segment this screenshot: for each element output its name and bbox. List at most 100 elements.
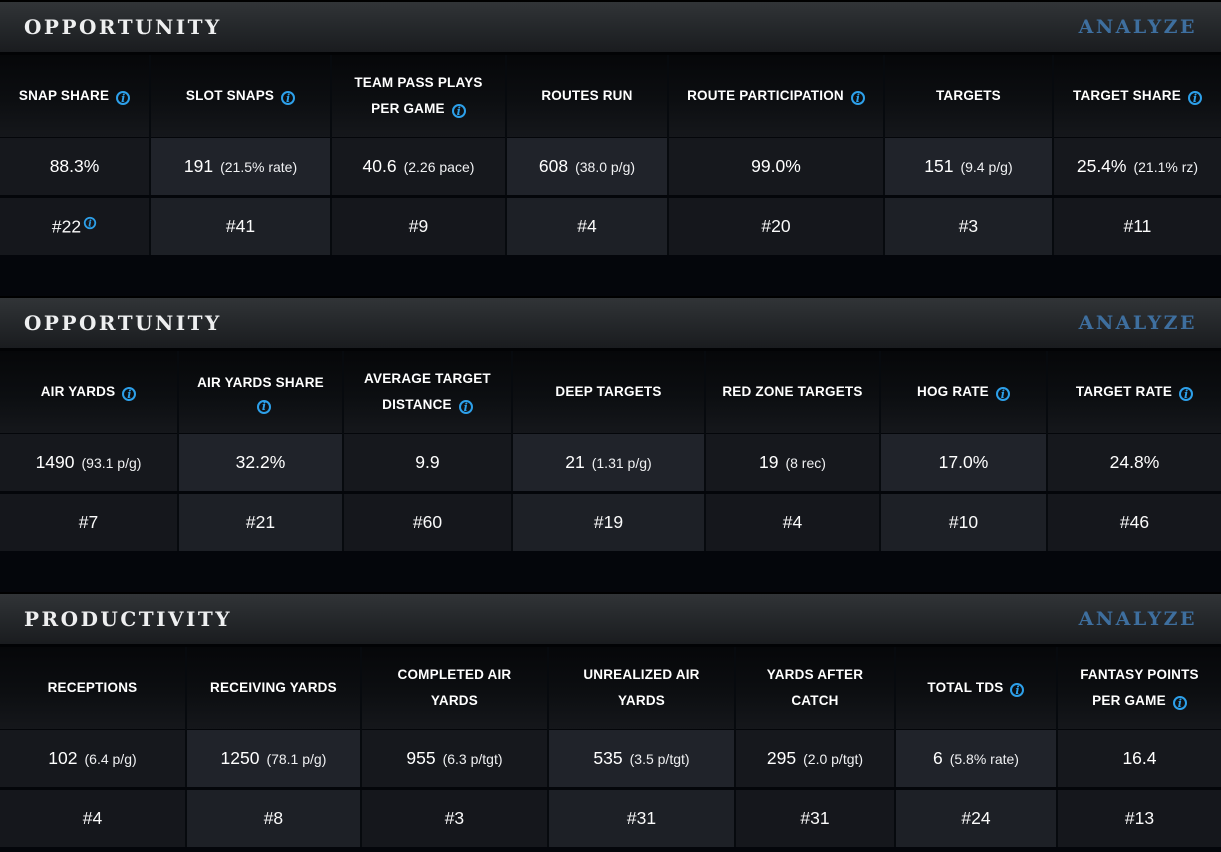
stat-rank-cell: #7 [0,490,179,551]
stat-value: 295 [766,747,797,768]
stat-rank-cell: #46 [1045,490,1221,551]
stat-value: 535 [593,747,623,768]
stat-value-detail: (21.5% rate) [220,158,298,175]
section-title: OPPORTUNITY [24,311,222,335]
stat-column-label: AIR YARDS [40,383,116,399]
stat-column-header: YARDS AFTER CATCH [734,647,895,729]
stat-column-header: COMPLETED AIR YARDS [359,647,548,729]
analyze-link[interactable]: ANALYZE [1078,16,1197,38]
stat-value: 99.0% [751,155,801,176]
info-icon[interactable]: i [116,91,131,106]
info-icon[interactable]: i [458,400,473,415]
stat-value-detail: (6.3 p/tgt) [442,750,503,767]
stat-column-header: TARGET RATE i [1045,351,1221,433]
section-title: PRODUCTIVITY [24,607,233,631]
stat-value-cell: 191 (21.5% rate) [149,136,331,196]
stat-rank-cell: #31 [546,786,736,847]
table-header-row: RECEPTIONS RECEIVING YARDS COMPLETED AIR… [0,647,1221,729]
stats-table: RECEPTIONS RECEIVING YARDS COMPLETED AIR… [0,647,1221,847]
stat-rank-cell: #3 [882,194,1053,255]
stat-rank: #22 [51,216,82,236]
stat-column-label: AVERAGE TARGET DISTANCE [364,371,491,412]
stat-rank-cell: #4 [0,786,186,847]
stats-section-1: OPPORTUNITY ANALYZE AIR YARDS i AIR YARDS… [0,296,1221,551]
stat-rank-cell: #20 [666,194,884,255]
stat-rank: #10 [948,511,979,532]
stat-column-label: SLOT SNAPS [185,87,275,103]
info-icon[interactable]: i [122,387,137,402]
table-value-row: 88.3% 191 (21.5% rate) 40.6 (2.26 pace) 60… [0,136,1221,196]
stat-rank: #31 [626,807,657,828]
stat-column-label: DEEP TARGETS [555,383,662,399]
stat-value: 19 [759,451,779,472]
stat-value: 1250 [220,747,260,768]
table-header-row: SNAP SHARE i SLOT SNAPS i TEAM PASS PLAYS … [0,55,1221,137]
stat-column-header: RED ZONE TARGETS [703,351,880,433]
stat-value: 40.6 [362,155,397,176]
analyze-link[interactable]: ANALYZE [1078,312,1197,334]
stat-value-cell: 88.3% [0,136,151,196]
stat-value-detail: (9.4 p/g) [960,158,1013,175]
stat-value: 1490 [35,451,75,472]
stat-rank-cell: #3 [359,786,548,847]
stat-column-header: TARGETS [882,55,1053,137]
stat-value-detail: (5.8% rate) [949,750,1019,767]
stat-rank: #3 [444,807,465,828]
table-rank-row: #22 i #41 #9 #4 #20 #3 #11 [0,194,1221,255]
info-icon[interactable]: i [995,387,1010,402]
stat-column-label: AIR YARDS SHARE [197,374,324,390]
stat-rank: #7 [78,511,99,532]
stat-column-label: SNAP SHARE [18,87,110,103]
stat-rank-cell: #8 [184,786,361,847]
stats-table: SNAP SHARE i SLOT SNAPS i TEAM PASS PLAYS … [0,55,1221,255]
stat-value-cell: 9.9 [341,432,512,492]
stat-rank-cell: #9 [329,194,506,255]
stat-rank-cell: #60 [341,490,512,551]
info-icon[interactable]: i [1172,696,1187,711]
info-icon[interactable]: i [451,104,466,119]
stat-value-cell: 21 (1.31 p/g) [510,432,705,492]
stat-column-header: ROUTES RUN [504,55,668,137]
info-icon[interactable]: i [83,216,97,229]
stat-column-header: ROUTE PARTICIPATION i [666,55,884,137]
info-icon[interactable]: i [256,399,271,414]
info-icon[interactable]: i [1179,387,1194,402]
stat-column-header: FANTASY POINTS PER GAME i [1055,647,1221,729]
info-icon[interactable]: i [1187,91,1202,106]
stat-column-header: UNREALIZED AIR YARDS [546,647,736,729]
info-icon[interactable]: i [850,91,865,106]
stat-rank: #60 [412,511,443,532]
info-icon[interactable]: i [281,91,296,106]
stat-value-detail: (38.0 p/g) [575,158,636,175]
stat-value-cell: 1250 (78.1 p/g) [184,728,361,788]
info-icon[interactable]: i [1010,683,1025,698]
stat-rank: #4 [782,511,803,532]
stat-value: 25.4% [1076,155,1127,176]
stat-value-cell: 535 (3.5 p/tgt) [546,728,736,788]
stat-rank: #8 [263,807,284,828]
stat-rank-cell: #21 [177,490,343,551]
stat-value: 17.0% [938,451,989,472]
stat-value: 9.9 [415,451,440,472]
stat-value-detail: (3.5 p/tgt) [629,750,690,767]
stat-value: 16.4 [1122,747,1157,768]
analyze-link[interactable]: ANALYZE [1078,608,1197,630]
stat-value-cell: 99.0% [666,136,884,196]
stat-rank: #46 [1119,511,1150,532]
stat-value-cell: 1490 (93.1 p/g) [0,432,179,492]
stat-rank: #11 [1123,215,1152,236]
stat-value: 32.2% [235,451,286,472]
stat-rank-cell: #31 [734,786,895,847]
stat-value-cell: 102 (6.4 p/g) [0,728,186,788]
stat-column-label: COMPLETED AIR YARDS [397,667,512,708]
stat-value-detail: (6.4 p/g) [84,750,137,767]
stat-column-label: TEAM PASS PLAYS PER GAME [354,75,483,116]
stat-rank-cell: #19 [510,490,705,551]
stat-rank: #3 [958,215,979,236]
stat-column-header: AIR YARDS SHARE i [177,351,343,433]
stat-value-detail: (2.0 p/tgt) [803,750,864,767]
stat-value-cell: 17.0% [878,432,1047,492]
stat-rank: #41 [225,215,256,236]
stat-column-label: RECEPTIONS [47,679,138,695]
